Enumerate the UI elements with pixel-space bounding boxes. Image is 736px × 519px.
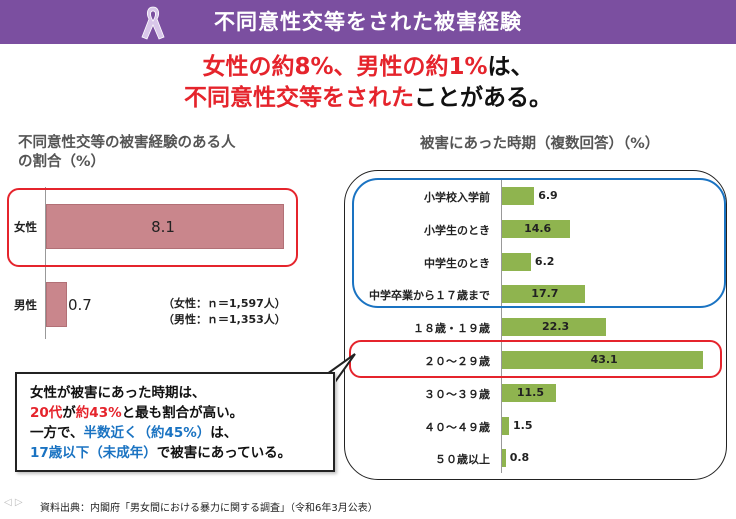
callout-box: 女性が被害にあった時期は、 20代が約43%と最も割合が高い。 一方で、半数近く… [15, 372, 335, 472]
right-bar-7 [502, 416, 509, 435]
headline-line2-red: 不同意性交等をされた [184, 85, 414, 111]
right-category-label-3: 中学卒業から１７歳まで [369, 289, 490, 303]
page-title: 不同意性交等をされた被害経験 [214, 10, 522, 34]
callout-line2-tail: と最も割合が高い。 [121, 405, 244, 421]
right-category-label-0: 小学校入学前 [424, 191, 490, 204]
right-bar-8 [502, 449, 506, 468]
left-bar-1 [46, 282, 67, 327]
left-category-label-0: 女性 [14, 219, 37, 234]
left-chart-title-line2: の割合（%） [18, 154, 106, 170]
callout-20s: 20代 [30, 405, 63, 421]
right-bar-3 [502, 285, 585, 304]
right-chart-title: 被害にあった時期（複数回答）（%） [420, 136, 660, 152]
right-category-label-2: 中学生のとき [424, 256, 490, 270]
twenties-highlight-frame [349, 340, 722, 378]
right-bar-2 [502, 252, 531, 271]
right-category-label-1: 小学生のとき [424, 223, 490, 237]
female-highlight-frame [7, 188, 298, 267]
callout-ga: が [62, 405, 76, 421]
callout-line1: 女性が被害にあった時期は、 [30, 385, 206, 401]
sample-size-note: （女性：ｎ＝1,597人） （男性：ｎ＝1,353人） [163, 296, 286, 328]
right-value-label-8: 0.8 [509, 451, 530, 465]
right-value-label-7: 1.5 [513, 418, 533, 432]
right-value-label-1: 14.6 [524, 221, 552, 235]
right-chart-axis [501, 178, 502, 473]
headline-line1-tail: は、 [487, 54, 534, 80]
right-value-label-6: 11.5 [516, 385, 544, 399]
right-category-label-7: ４０～４９歳 [424, 420, 490, 434]
right-value-label-0: 6.9 [538, 189, 558, 202]
right-category-label-4: １８歳・１９歳 [413, 322, 490, 336]
callout-under17: 17歳以下（未成年） [30, 445, 157, 461]
right-bar-6 [502, 383, 556, 402]
right-category-label-6: ３０～３９歳 [424, 387, 490, 401]
callout-45: 半数近く（約45%） [83, 425, 211, 441]
left-chart-title-line1: 不同意性交等の被害経験のある人 [18, 135, 236, 151]
headline-line1-red: 女性の約8%、男性の約1% [202, 54, 488, 80]
right-value-label-5: 43.1 [590, 353, 618, 366]
left-value-label-0: 8.1 [151, 217, 175, 236]
callout-ippou: 一方で、 [30, 425, 84, 441]
right-value-label-3: 17.7 [531, 287, 559, 301]
right-category-label-5: ２０～２９歳 [424, 355, 490, 368]
callout-line3: 一方で、半数近く（約45%）は、 [30, 423, 333, 443]
right-bar-4 [502, 318, 607, 337]
callout-line4-tail: で被害にあっている。 [156, 445, 292, 461]
slide-nav-icons[interactable]: ◁ ▷ [4, 497, 23, 508]
headline-line2-tail: ことがある。 [414, 85, 552, 111]
headline: 女性の約8%、男性の約1%は、 不同意性交等をされたことがある。 [0, 52, 736, 114]
header-bar [0, 0, 736, 44]
left-chart-title: 不同意性交等の被害経験のある人 の割合（%） [18, 134, 236, 172]
left-bar-0 [46, 204, 285, 249]
left-value-label-1: 0.7 [68, 295, 92, 314]
right-category-label-8: ５０歳以上 [435, 453, 490, 467]
right-bar-5 [502, 351, 704, 369]
sample-note-male: （男性：ｎ＝1,353人） [163, 313, 286, 326]
callout-line3-tail: は、 [210, 425, 238, 441]
sample-note-female: （女性：ｎ＝1,597人） [163, 297, 286, 310]
source-footer: 資料出典：内閣府「男女間における暴力に関する調査」（令和6年3月公表） [40, 503, 378, 514]
callout-43: 約43% [75, 405, 122, 421]
callout-line2: 20代が約43%と最も割合が高い。 [30, 403, 333, 423]
right-bar-0 [502, 187, 535, 205]
right-bar-1 [502, 219, 571, 238]
left-category-label-1: 男性 [14, 297, 37, 312]
right-value-label-4: 22.3 [542, 320, 570, 334]
awareness-ribbon-icon [141, 6, 165, 40]
left-chart-axis [45, 187, 46, 339]
callout-line4: 17歳以下（未成年）で被害にあっている。 [30, 443, 333, 463]
right-value-label-2: 6.2 [534, 254, 555, 268]
under-17-highlight-frame [352, 178, 726, 308]
